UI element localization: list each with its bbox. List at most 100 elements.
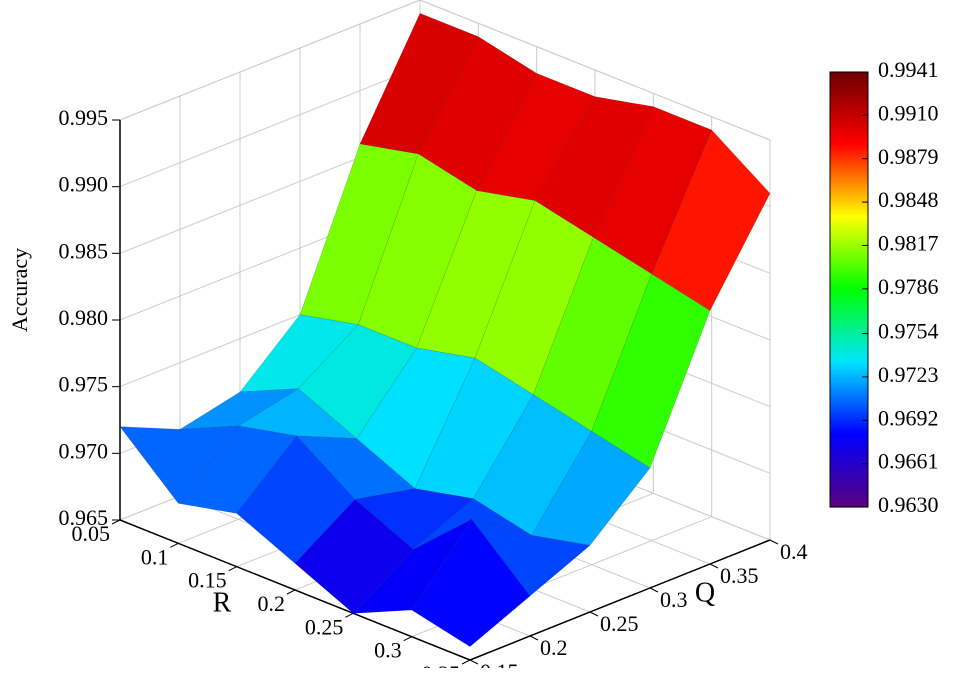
x-tick-label: 0.35 — [422, 661, 461, 668]
colorbar-band — [830, 315, 868, 319]
colorbar-band — [830, 356, 868, 360]
colorbar-band — [830, 191, 868, 195]
colorbar-band — [830, 293, 868, 297]
colorbar-band — [830, 424, 868, 428]
colorbar-band — [830, 319, 868, 323]
colorbar-band — [830, 422, 868, 425]
colorbar-band — [830, 417, 868, 421]
colorbar-band — [830, 167, 868, 171]
y-tick-label: 0.15 — [480, 659, 519, 668]
colorbar-band — [830, 411, 868, 415]
colorbar-band — [830, 198, 868, 201]
colorbar-band — [830, 169, 868, 173]
colorbar-band — [830, 82, 868, 86]
colorbar-band — [830, 387, 868, 391]
colorbar-band — [830, 467, 868, 471]
colorbar-band — [830, 202, 868, 206]
z-tick-label: 0.980 — [59, 305, 109, 330]
colorbar-frame — [829, 71, 869, 508]
x-tick-label: 0.25 — [305, 614, 344, 639]
colorbar-band — [830, 150, 868, 154]
colorbar-band — [830, 111, 868, 114]
colorbar-band — [830, 378, 868, 382]
colorbar-band — [830, 165, 868, 169]
colorbar-band — [830, 76, 868, 80]
x-tick — [345, 612, 354, 618]
colorbar-band — [830, 263, 868, 267]
colorbar-band — [830, 106, 868, 110]
colorbar-band — [830, 104, 868, 108]
y-tick — [469, 659, 479, 665]
colorbar-band — [830, 406, 868, 410]
colorbar-band — [830, 500, 868, 504]
colorbar-tick-label: 0.9692 — [878, 405, 939, 430]
colorbar-band — [830, 98, 868, 101]
y-tick-label: 0.25 — [600, 611, 639, 636]
colorbar-band — [830, 122, 868, 125]
colorbar-band — [830, 85, 868, 88]
colorbar-band — [830, 317, 868, 321]
colorbar-tick-label: 0.9754 — [878, 319, 939, 344]
colorbar-band — [830, 463, 868, 467]
colorbar-band — [830, 117, 868, 121]
colorbar-band — [830, 287, 868, 291]
colorbar-band — [830, 435, 868, 438]
colorbar-band — [830, 450, 868, 454]
colorbar-band — [830, 248, 868, 251]
colorbar-band — [830, 80, 868, 84]
colorbar-band — [830, 185, 868, 188]
colorbar-tick-label: 0.9879 — [878, 144, 939, 169]
colorbar-band — [830, 259, 868, 262]
colorbar-band — [830, 472, 868, 475]
colorbar-band — [830, 502, 868, 506]
colorbar-band — [830, 300, 868, 304]
x-tick-label: 0.3 — [374, 638, 402, 663]
grid-line — [119, 66, 421, 188]
colorbar-band — [830, 437, 868, 441]
colorbar-band — [830, 430, 868, 434]
colorbar-band — [830, 113, 868, 117]
colorbar-band — [830, 174, 868, 177]
colorbar-band — [830, 456, 868, 460]
colorbar-band — [830, 211, 868, 214]
colorbar-band — [830, 274, 868, 278]
colorbar-band — [830, 243, 868, 247]
colorbar-band — [830, 282, 868, 286]
x-tick — [461, 659, 471, 665]
colorbar-band — [830, 487, 868, 491]
colorbar-band — [830, 265, 868, 269]
colorbar-band — [830, 217, 868, 221]
colorbar-band — [830, 215, 868, 219]
colorbar-band — [830, 459, 868, 462]
x-tick-label: 0.15 — [188, 568, 227, 593]
x-tick-label: 0.1 — [141, 544, 169, 569]
colorbar-band — [830, 74, 868, 77]
colorbar-band — [830, 130, 868, 134]
colorbar-band — [830, 228, 868, 232]
colorbar-tick-label: 0.9817 — [878, 230, 939, 255]
colorbar-band — [830, 161, 868, 164]
colorbar-band — [830, 246, 868, 249]
y-tick-label: 0.2 — [540, 635, 568, 660]
colorbar-band — [830, 380, 868, 384]
colorbar-band — [830, 296, 868, 299]
colorbar-band — [830, 485, 868, 489]
x-tick — [170, 542, 179, 548]
colorbar-band — [830, 348, 868, 351]
colorbar-band — [830, 498, 868, 502]
colorbar-band — [830, 452, 868, 456]
colorbar-band — [830, 176, 868, 180]
colorbar-band — [830, 306, 868, 310]
z-tick-label: 0.975 — [59, 372, 109, 397]
y-tick-label: 0.35 — [720, 563, 759, 588]
colorbar-band — [830, 126, 868, 130]
x-tick — [403, 636, 412, 642]
colorbar-band — [830, 193, 868, 197]
colorbar-band — [830, 420, 868, 423]
colorbar-tick-label: 0.9941 — [878, 57, 939, 82]
colorbar-band — [830, 232, 868, 236]
colorbar-band — [830, 78, 868, 82]
colorbar-band — [830, 465, 868, 469]
colorbar-band — [830, 398, 868, 402]
colorbar-band — [830, 108, 868, 112]
